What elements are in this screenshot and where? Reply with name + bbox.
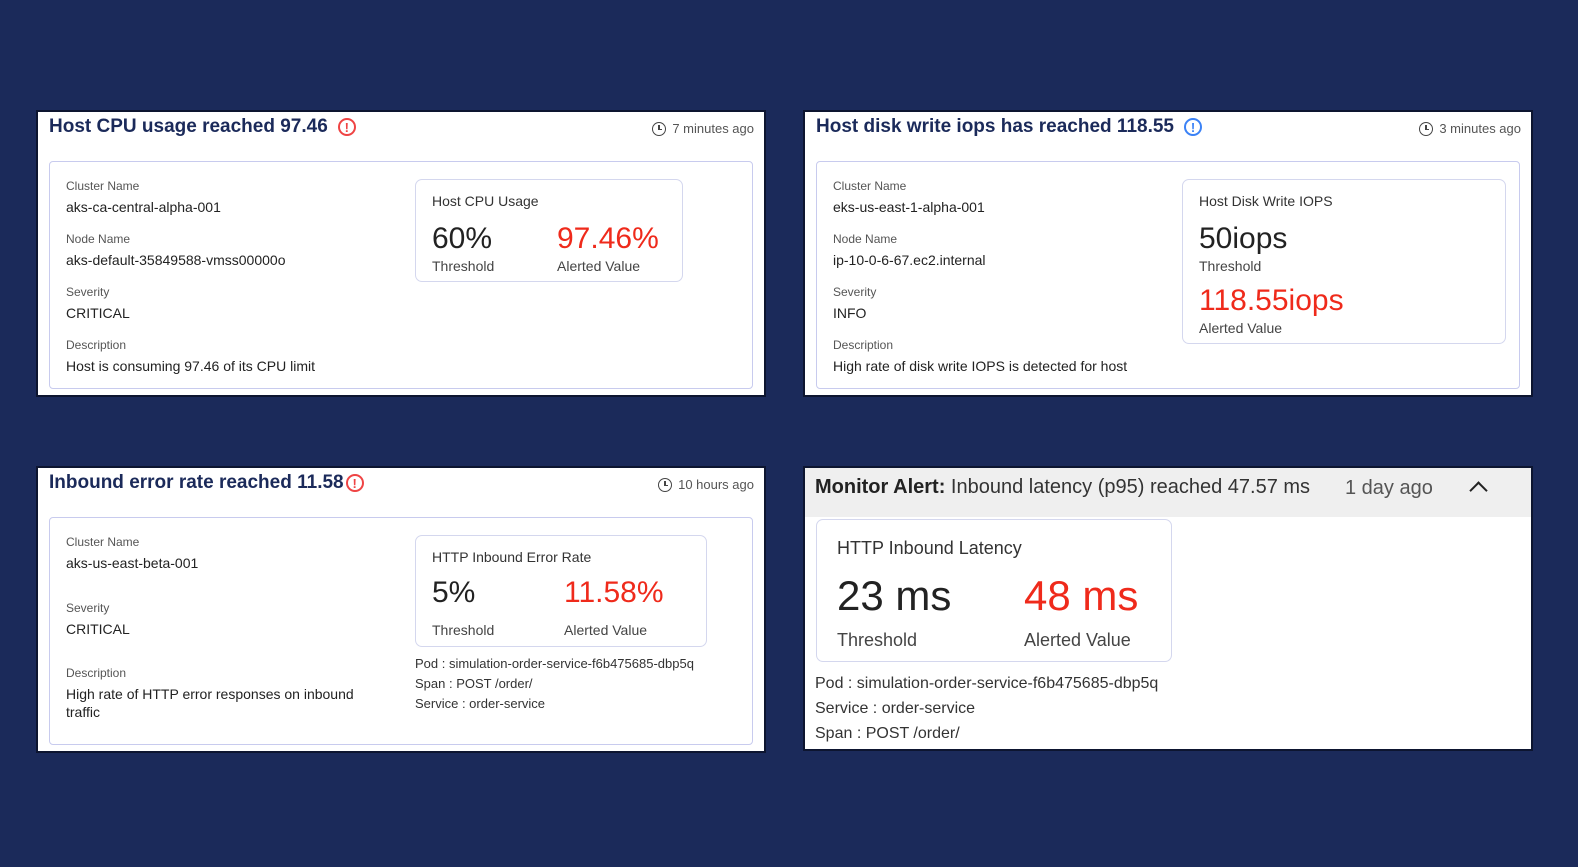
service-info: Service : order-service (415, 696, 546, 711)
timestamp-text: 7 minutes ago (672, 121, 754, 136)
field-cluster-name: Cluster Name eks-us-east-1-alpha-001 (833, 179, 985, 216)
alerted-label: Alerted Value (1199, 320, 1283, 336)
alert-timestamp: 7 minutes ago (652, 121, 754, 136)
field-label: Node Name (66, 232, 131, 246)
metric-box: HTTP Inbound Latency 23 ms Threshold 48 … (816, 519, 1172, 662)
metric-title: Host CPU Usage (432, 193, 539, 209)
alert-title: Host CPU usage reached 97.46 ! (49, 116, 356, 138)
field-label: Description (66, 666, 127, 680)
critical-alert-icon: ! (345, 474, 364, 492)
alert-timestamp: 3 minutes ago (1419, 121, 1521, 136)
field-value: aks-ca-central-alpha-001 (66, 199, 221, 215)
alert-title-prefix: Monitor Alert: (815, 476, 946, 498)
clock-icon (652, 121, 667, 136)
metric-box: Host Disk Write IOPS 50iops Threshold 11… (1182, 179, 1506, 344)
field-label: Cluster Name (833, 179, 907, 193)
chevron-up-icon[interactable] (1469, 481, 1488, 500)
pod-info: Pod : simulation-order-service-f6b475685… (815, 675, 1159, 692)
alerted-value: 97.46% (557, 222, 659, 255)
field-label: Severity (833, 285, 877, 299)
field-value: Host is consuming 97.46 of its CPU limit (66, 358, 315, 374)
alert-card-latency[interactable]: Monitor Alert: Inbound latency (p95) rea… (803, 466, 1533, 751)
field-value: eks-us-east-1-alpha-001 (833, 199, 985, 215)
alert-timestamp: 1 day ago (1345, 477, 1433, 499)
alerted-value: 118.55iops (1199, 284, 1344, 317)
field-node-name: Node Name aks-default-35849588-vmss00000… (66, 232, 285, 269)
field-value: High rate of disk write IOPS is detected… (833, 358, 1128, 374)
alert-card-disk[interactable]: Host disk write iops has reached 118.55 … (803, 110, 1533, 397)
critical-alert-icon: ! (337, 118, 356, 136)
field-node-name: Node Name ip-10-0-6-67.ec2.internal (833, 232, 986, 269)
threshold-value: 50iops (1199, 222, 1288, 255)
threshold-value: 23 ms (837, 572, 952, 619)
clock-icon (658, 477, 673, 492)
field-value: aks-us-east-beta-001 (66, 555, 199, 571)
alert-title-text: Inbound error rate reached 11.58 (49, 472, 344, 493)
alert-title-text: Host disk write iops has reached 118.55 (816, 116, 1174, 137)
alert-card-cpu[interactable]: Host CPU usage reached 97.46 ! 7 minutes… (36, 110, 766, 397)
span-info: Span : POST /order/ (415, 676, 533, 691)
threshold-value: 60% (432, 222, 493, 255)
alert-header[interactable]: Monitor Alert: Inbound latency (p95) rea… (805, 468, 1531, 517)
alerted-label: Alerted Value (557, 258, 641, 274)
alert-card-error-rate[interactable]: Inbound error rate reached 11.58 ! 10 ho… (36, 466, 766, 753)
field-label: Cluster Name (66, 535, 140, 549)
field-value: High rate of HTTP error responses on inb… (66, 686, 354, 720)
timestamp-text: 10 hours ago (678, 477, 754, 492)
alert-details: Cluster Name aks-ca-central-alpha-001 No… (49, 161, 753, 389)
service-info: Service : order-service (815, 700, 976, 717)
field-label: Cluster Name (66, 179, 140, 193)
field-cluster-name: Cluster Name aks-ca-central-alpha-001 (66, 179, 221, 216)
field-cluster-name: Cluster Name aks-us-east-beta-001 (66, 535, 198, 572)
metric-box: Host CPU Usage 60% Threshold 97.46% Aler… (415, 179, 683, 282)
alert-title-text: Host CPU usage reached 97.46 (49, 116, 328, 137)
field-label: Description (66, 338, 127, 352)
metric-title: Host Disk Write IOPS (1199, 193, 1333, 209)
field-severity: Severity INFO (833, 285, 876, 322)
alert-title: Host disk write iops has reached 118.55 … (816, 116, 1202, 138)
span-info: Span : POST /order/ (815, 725, 960, 742)
field-value: INFO (833, 305, 867, 321)
alert-title-text: Inbound latency (p95) reached 47.57 ms (950, 476, 1311, 498)
metric-title: HTTP Inbound Error Rate (432, 549, 592, 565)
field-label: Description (833, 338, 894, 352)
alerted-value: 11.58% (564, 576, 664, 609)
alert-details: Cluster Name aks-us-east-beta-001 Severi… (49, 517, 753, 745)
field-label: Node Name (833, 232, 898, 246)
info-alert-icon: ! (1184, 118, 1202, 136)
clock-icon (1419, 121, 1434, 136)
field-label: Severity (66, 601, 110, 615)
alert-title: Monitor Alert: Inbound latency (p95) rea… (815, 476, 1310, 499)
threshold-value: 5% (432, 576, 476, 609)
field-label: Severity (66, 285, 110, 299)
field-value: ip-10-0-6-67.ec2.internal (833, 252, 986, 268)
field-description: Description High rate of HTTP error resp… (66, 666, 386, 721)
threshold-label: Threshold (432, 622, 495, 638)
threshold-label: Threshold (837, 630, 918, 650)
pod-info: Pod : simulation-order-service-f6b475685… (415, 656, 694, 671)
metric-title: HTTP Inbound Latency (837, 538, 1022, 558)
alert-title: Inbound error rate reached 11.58 ! (49, 472, 364, 494)
field-description: Description Host is consuming 97.46 of i… (66, 338, 315, 375)
timestamp-text: 3 minutes ago (1439, 121, 1521, 136)
alerted-value: 48 ms (1024, 572, 1139, 619)
context-info: Pod : simulation-order-service-f6b475685… (415, 654, 694, 714)
field-value: CRITICAL (66, 305, 130, 321)
field-description: Description High rate of disk write IOPS… (833, 338, 1127, 375)
threshold-label: Threshold (432, 258, 495, 274)
threshold-label: Threshold (1199, 258, 1262, 274)
alerted-label: Alerted Value (564, 622, 648, 638)
alert-details: Cluster Name eks-us-east-1-alpha-001 Nod… (816, 161, 1520, 389)
alert-timestamp: 10 hours ago (658, 477, 754, 492)
field-value: CRITICAL (66, 621, 130, 637)
field-value: aks-default-35849588-vmss00000o (66, 252, 286, 268)
metric-box: HTTP Inbound Error Rate 5% Threshold 11.… (415, 535, 707, 647)
field-severity: Severity CRITICAL (66, 601, 130, 638)
alerted-label: Alerted Value (1024, 630, 1131, 650)
field-severity: Severity CRITICAL (66, 285, 130, 322)
